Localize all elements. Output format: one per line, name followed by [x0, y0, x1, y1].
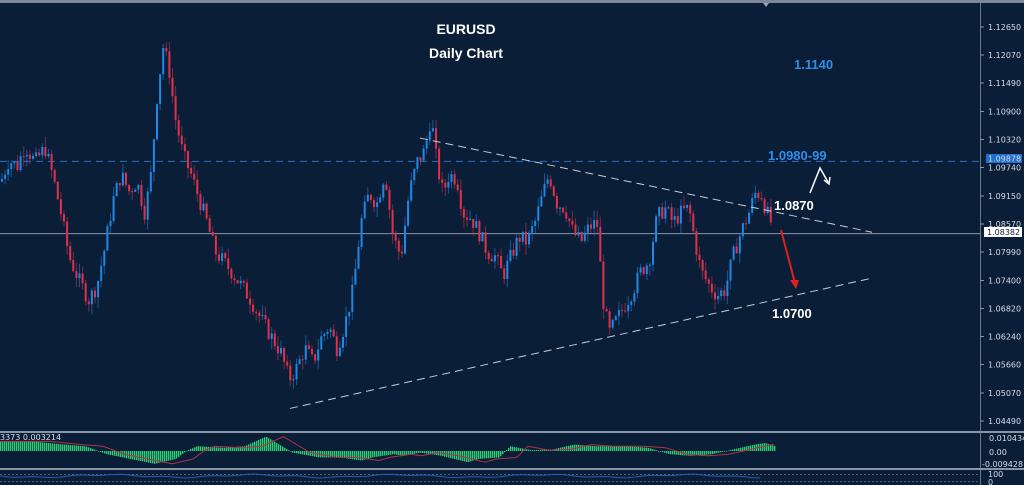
indicator-1-tick-top: 0.010434 [989, 434, 1024, 443]
highlight-price-tag: 1.09878 [986, 154, 1022, 164]
indicator-1-tick-zero: 0.00 [989, 448, 1007, 457]
candlesticks [1, 41, 772, 390]
current-price-tag: 1.08382 [984, 227, 1022, 237]
price-tick-label: 1.09150 [988, 192, 1021, 201]
price-tick-label: 1.05070 [988, 389, 1021, 398]
price-tick-label: 1.12650 [988, 23, 1021, 32]
price-tick-label: 1.12070 [988, 51, 1021, 60]
price-tick-label: 1.10320 [988, 136, 1021, 145]
indicator-2-tick-top: 100 [988, 470, 1003, 479]
svg-text:1.09878: 1.09878 [988, 155, 1021, 164]
support-label-1-0700: 1.0700 [772, 306, 812, 321]
indicator-panel-macd [0, 436, 776, 465]
chart-title: EURUSD [436, 21, 495, 37]
price-tick-label: 1.04490 [988, 417, 1021, 426]
price-tick-label: 1.06820 [988, 304, 1021, 313]
indicator-panel-2-separator[interactable] [0, 468, 1024, 470]
chart-shift-marker-icon[interactable] [763, 3, 769, 7]
horizontal-levels [0, 160, 980, 235]
resistance-label-1-0980-99: 1.0980-99 [768, 148, 827, 163]
top-border [0, 0, 1024, 3]
target-label-1-1140: 1.1140 [794, 57, 833, 72]
level-label-1-0870: 1.0870 [774, 198, 814, 213]
price-tick-label: 1.10900 [988, 107, 1021, 116]
price-tick-label: 1.11490 [988, 79, 1021, 88]
price-tick-label: 1.06240 [988, 333, 1021, 342]
trendlines [289, 137, 873, 409]
price-tick-label: 1.09740 [988, 164, 1021, 173]
price-tick-label: 1.07990 [988, 248, 1021, 257]
price-tick-label: 1.07400 [988, 276, 1021, 285]
indicator-1-tick-bottom: -0.009428 [982, 460, 1023, 469]
svg-text:1.08382: 1.08382 [987, 228, 1020, 237]
indicator-panel-oscillator [0, 473, 980, 482]
indicator-panel-1-separator[interactable] [0, 431, 1024, 433]
price-tick-label: 1.08570 [988, 220, 1021, 229]
down-scenario-arrow-icon [780, 229, 799, 289]
up-scenario-arrow-icon [809, 166, 831, 194]
indicator-2-tick-bottom: 0 [988, 478, 993, 485]
chart-subtitle: Daily Chart [429, 45, 503, 61]
price-tick-label: 1.05660 [988, 361, 1021, 370]
price-axis: 1.12650 1.12070 1.11490 1.10900 1.10320 1.097… [980, 23, 1021, 426]
indicator-1-values: 3373 0.003214 [0, 433, 61, 442]
